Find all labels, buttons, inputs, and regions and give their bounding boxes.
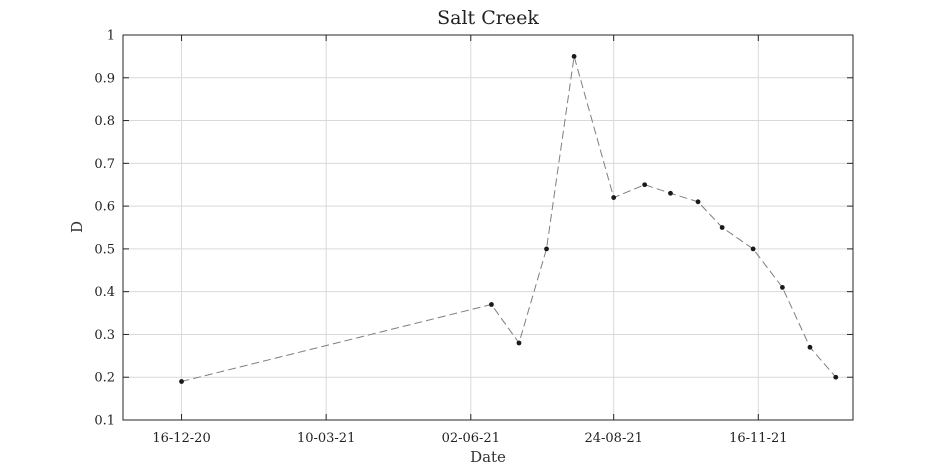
x-axis-label: Date	[470, 448, 506, 466]
data-point	[544, 246, 549, 252]
x-tick-label: 10-03-21	[297, 431, 355, 446]
y-tick-label: 0.6	[94, 200, 115, 215]
data-point	[611, 195, 617, 200]
grid-lines	[123, 35, 853, 420]
x-tick-label: 02-06-21	[442, 431, 500, 446]
data-point	[695, 199, 701, 205]
data-point	[516, 340, 522, 346]
tick-marks	[123, 34, 853, 421]
y-tick-labels: 0.1 0.2 0.3 0.4 0.5 0.6 0.7 0.8 0.9 1	[94, 29, 115, 429]
plot-frame	[122, 34, 854, 421]
x-tick-labels: 16-12-20 10-03-21 02-06-21 24-08-21 16-11-21	[152, 431, 787, 446]
data-point	[719, 225, 725, 230]
series-line	[181, 56, 837, 382]
chart-title: Salt Creek	[437, 7, 539, 29]
y-tick-label: 1	[107, 29, 115, 44]
y-tick-label: 0.3	[94, 328, 115, 343]
y-tick-label: 0.2	[94, 371, 115, 386]
series-layer	[179, 53, 839, 384]
data-point	[642, 182, 648, 188]
y-tick-label: 0.8	[94, 114, 115, 129]
x-tick-label: 16-12-20	[152, 431, 210, 446]
data-point	[780, 284, 785, 290]
data-point	[833, 374, 839, 380]
x-tick-label: 24-08-21	[584, 431, 642, 446]
y-axis-label: D	[68, 221, 86, 233]
data-point	[750, 246, 756, 252]
x-tick-label: 16-11-21	[729, 431, 787, 446]
data-point	[489, 302, 494, 307]
y-tick-label: 0.5	[94, 242, 115, 257]
data-point	[668, 190, 673, 196]
y-tick-label: 0.1	[94, 414, 115, 429]
data-point	[179, 379, 184, 384]
y-tick-label: 0.7	[94, 157, 115, 172]
data-point	[807, 344, 813, 350]
data-point	[571, 53, 577, 59]
y-tick-label: 0.4	[94, 285, 115, 300]
y-tick-label: 0.9	[94, 71, 115, 86]
